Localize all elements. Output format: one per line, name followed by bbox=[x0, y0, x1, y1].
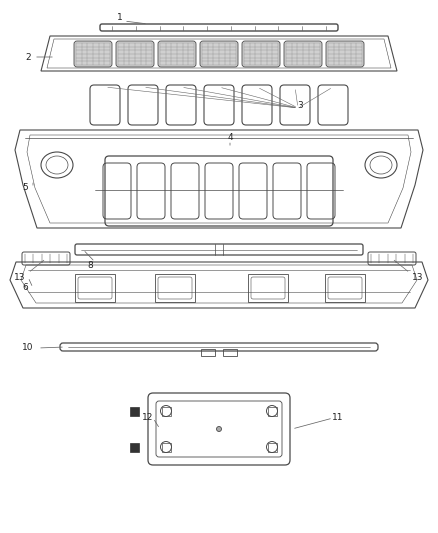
FancyBboxPatch shape bbox=[326, 41, 364, 67]
Bar bbox=[130, 407, 139, 416]
Bar bbox=[201, 349, 215, 356]
Text: 12: 12 bbox=[142, 414, 154, 423]
Text: 2: 2 bbox=[25, 52, 31, 61]
Circle shape bbox=[216, 426, 222, 432]
Bar bbox=[155, 274, 195, 302]
Text: 13: 13 bbox=[14, 272, 26, 281]
Bar bbox=[268, 407, 276, 416]
Text: 10: 10 bbox=[22, 343, 34, 352]
Bar bbox=[325, 274, 365, 302]
FancyBboxPatch shape bbox=[200, 41, 238, 67]
Bar bbox=[223, 349, 237, 356]
Bar bbox=[75, 274, 115, 302]
Text: 11: 11 bbox=[332, 414, 344, 423]
Text: 4: 4 bbox=[227, 133, 233, 142]
Text: 13: 13 bbox=[412, 272, 424, 281]
Text: 1: 1 bbox=[117, 12, 123, 21]
Bar bbox=[162, 442, 170, 451]
Text: 5: 5 bbox=[22, 183, 28, 192]
Text: 3: 3 bbox=[297, 101, 303, 109]
Bar bbox=[268, 442, 276, 451]
Bar bbox=[248, 274, 288, 302]
FancyBboxPatch shape bbox=[242, 41, 280, 67]
FancyBboxPatch shape bbox=[158, 41, 196, 67]
Text: 6: 6 bbox=[22, 284, 28, 293]
Bar bbox=[162, 407, 170, 416]
FancyBboxPatch shape bbox=[116, 41, 154, 67]
FancyBboxPatch shape bbox=[74, 41, 112, 67]
FancyBboxPatch shape bbox=[284, 41, 322, 67]
Text: 8: 8 bbox=[87, 261, 93, 270]
Bar bbox=[130, 443, 139, 452]
